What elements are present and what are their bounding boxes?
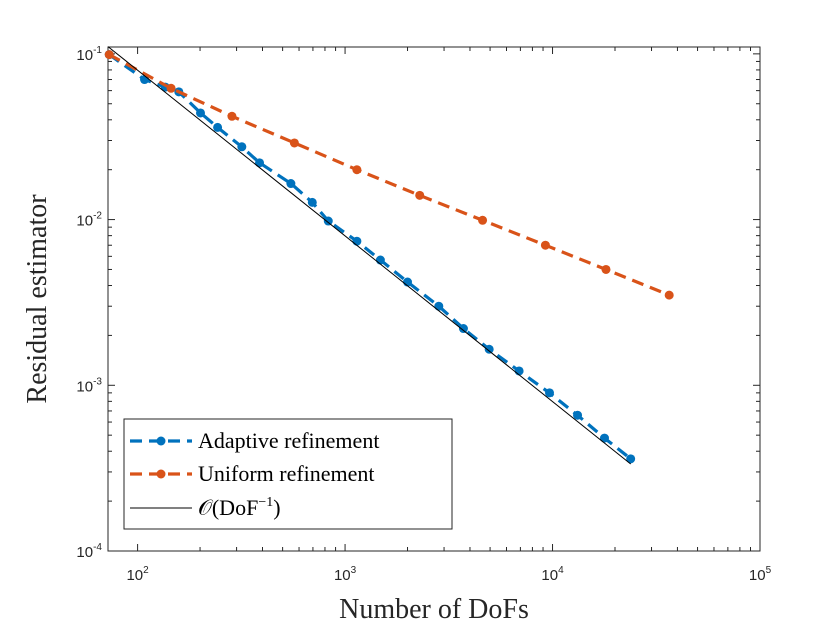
x-tick-label: 103 <box>334 565 357 584</box>
data-point <box>227 111 237 121</box>
legend-label-main: 𝒪(DoF <box>198 495 258 520</box>
data-point <box>237 142 247 152</box>
x-tick-label: 102 <box>126 565 149 584</box>
legend: Adaptive refinement Uniform refinement 𝒪(D… <box>123 418 453 530</box>
legend-label-exponent: −1 <box>258 495 273 510</box>
y-tick-label: 10-2 <box>76 211 102 230</box>
legend-label: 𝒪(DoF−1) <box>198 495 281 520</box>
tick-exponent: 2 <box>143 565 149 576</box>
data-point <box>352 236 362 246</box>
series-2 <box>104 50 674 300</box>
data-point <box>545 388 555 398</box>
tick-exponent: -3 <box>93 376 102 387</box>
legend-label: Adaptive refinement <box>198 428 379 453</box>
data-point <box>352 165 362 175</box>
tick-exponent: -1 <box>93 45 102 56</box>
tick-base: 10 <box>541 567 558 584</box>
legend-items: Adaptive refinement Uniform refinement 𝒪(D… <box>130 428 379 520</box>
x-tick-label: 104 <box>541 565 564 584</box>
data-point <box>196 108 206 118</box>
legend-label-close: ) <box>273 495 280 520</box>
data-point <box>166 83 176 93</box>
data-point <box>664 290 674 300</box>
legend-label: Uniform refinement <box>198 461 375 486</box>
series-3 <box>107 46 632 465</box>
data-point <box>514 366 524 376</box>
data-point <box>599 433 609 443</box>
legend-marker <box>156 436 166 446</box>
data-point <box>484 344 494 354</box>
data-point <box>375 255 385 265</box>
tick-base: 10 <box>76 47 93 64</box>
tick-base: 10 <box>76 544 93 561</box>
data-point <box>255 158 265 168</box>
data-point <box>478 215 488 225</box>
tick-base: 10 <box>126 567 143 584</box>
y-tick-label: 10-3 <box>76 376 102 395</box>
data-point <box>323 216 333 226</box>
data-point <box>307 197 317 207</box>
data-point <box>458 324 468 334</box>
x-tick-label: 105 <box>749 565 772 584</box>
legend-marker <box>156 469 166 479</box>
data-point <box>573 410 583 420</box>
data-point <box>289 138 299 148</box>
y-tick-label: 10-4 <box>76 542 102 561</box>
tick-exponent: -4 <box>93 542 102 553</box>
y-tick-label: 10-1 <box>76 45 102 64</box>
data-point <box>104 50 114 60</box>
series-line <box>108 53 670 297</box>
data-point <box>415 190 425 200</box>
data-point <box>286 179 296 189</box>
data-point <box>626 454 636 464</box>
tick-exponent: -2 <box>93 211 102 222</box>
tick-base: 10 <box>749 567 766 584</box>
tick-base: 10 <box>76 213 93 230</box>
tick-base: 10 <box>334 567 351 584</box>
data-point <box>540 240 550 250</box>
axis-ticks <box>108 47 761 552</box>
series-line <box>108 53 632 461</box>
tick-base: 10 <box>76 378 93 395</box>
reference-line <box>107 46 632 465</box>
tick-exponent: 5 <box>766 565 772 576</box>
y-axis-title: Residual estimator <box>22 194 53 404</box>
tick-exponent: 3 <box>351 565 357 576</box>
data-point <box>213 122 223 132</box>
x-axis-title: Number of DoFs <box>339 594 529 625</box>
tick-exponent: 4 <box>558 565 564 576</box>
data-point <box>601 264 611 274</box>
data-series <box>104 46 674 465</box>
data-point <box>434 301 444 311</box>
